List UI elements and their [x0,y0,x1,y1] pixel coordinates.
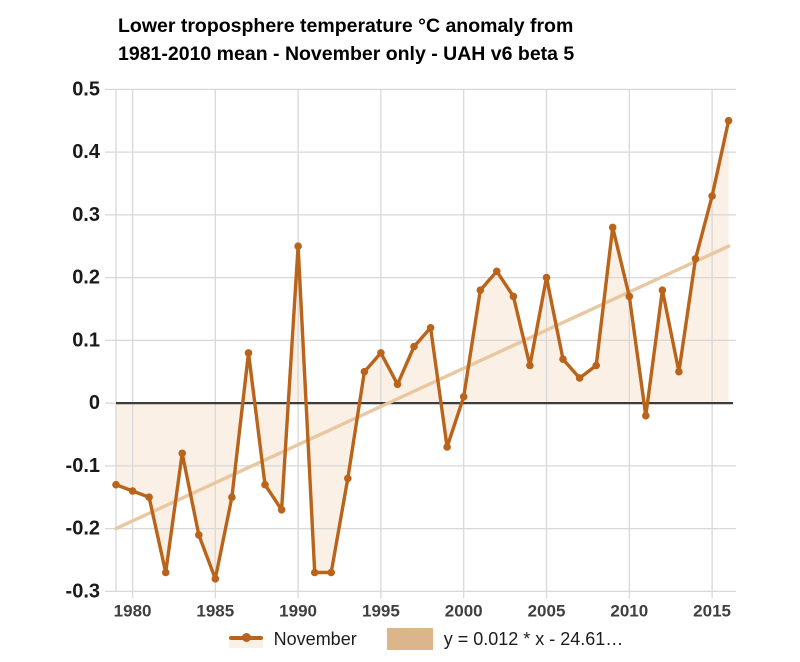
data-point-1995[interactable] [377,349,385,357]
y-axis-label: -0.3 [66,580,100,602]
data-point-1985[interactable] [211,575,220,583]
chart-title-line1: Lower troposphere temperature °C anomaly… [118,15,574,37]
data-point-1999[interactable] [443,443,451,451]
data-point-2009[interactable] [608,223,617,232]
y-axis-label: 0.2 [72,267,100,289]
data-point-2002[interactable] [493,267,501,276]
chart-title-line2: 1981-2010 mean - November only - UAH v6 … [118,42,575,65]
data-point-2005[interactable] [542,273,551,282]
chart-legend: November y = 0.012 * x - 24.61… [116,623,736,655]
data-point-1991[interactable] [310,568,319,577]
data-point-2013[interactable] [675,367,683,376]
data-point-2003[interactable] [509,292,518,301]
data-point-1982[interactable] [161,568,170,577]
legend-item-november[interactable]: November [228,628,357,650]
data-point-1992[interactable] [327,568,336,577]
data-point-2008[interactable] [592,361,600,370]
chart-title: Lower troposphere temperature °C anomaly… [118,13,574,68]
november-series-swatch-icon [228,629,263,649]
data-point-1979[interactable] [112,480,120,489]
y-axis-label: 0 [89,392,100,414]
series-area-fill [116,120,729,579]
data-point-2004[interactable] [526,361,534,370]
y-axis-label: -0.2 [66,518,100,540]
data-point-1994[interactable] [360,367,369,376]
data-point-2016[interactable] [724,116,733,125]
data-point-2000[interactable] [459,393,468,401]
data-point-1983[interactable] [178,449,186,458]
data-point-1993[interactable] [344,474,352,483]
data-point-1980[interactable] [128,487,137,495]
data-point-2012[interactable] [658,286,667,295]
series-line-november [114,119,731,581]
data-point-1996[interactable] [393,380,402,389]
y-axis-label: 0.1 [72,329,100,351]
data-point-1988[interactable] [261,480,269,489]
x-axis-label: 1980 [114,601,152,620]
data-point-1986[interactable] [228,493,236,502]
x-axis-label: 1995 [362,601,400,620]
x-axis-label: 2015 [693,601,731,620]
x-axis-label: 1985 [196,601,234,620]
x-axis-label: 2000 [445,601,483,620]
data-point-1997[interactable] [410,342,418,351]
data-point-2007[interactable] [575,374,584,382]
data-point-1987[interactable] [244,349,253,357]
legend-label-november: November [273,628,357,649]
data-point-2001[interactable] [476,286,485,295]
data-point-2010[interactable] [625,292,634,301]
data-point-2015[interactable] [708,192,716,200]
x-axis-label: 1990 [279,601,317,620]
data-point-2014[interactable] [691,254,700,263]
x-axis-label: 2005 [528,601,566,620]
y-axis-label: 0.5 [72,78,100,100]
x-axis-label: 2010 [610,601,648,620]
data-point-1981[interactable] [145,493,153,502]
data-point-2011[interactable] [642,411,650,420]
y-axis-label: 0.3 [72,204,100,226]
trend-line [114,244,731,531]
y-axis-label: -0.1 [66,455,100,477]
data-point-1998[interactable] [426,324,435,332]
data-point-1990[interactable] [294,242,302,250]
legend-label-trend: y = 0.012 * x - 24.61… [443,628,624,649]
trend-swatch-icon [386,628,433,650]
legend-item-trend[interactable]: y = 0.012 * x - 24.61… [386,628,624,650]
y-axis-label: 0.4 [72,141,101,163]
data-point-2006[interactable] [559,355,567,364]
data-point-1989[interactable] [277,506,286,514]
data-point-1984[interactable] [195,531,203,539]
